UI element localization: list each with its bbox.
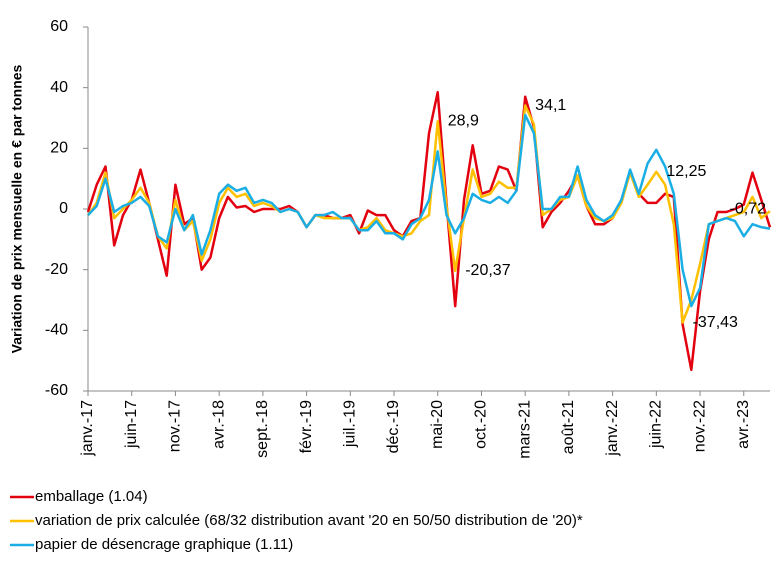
value-label: 12,25 <box>666 163 706 180</box>
x-tick-label: sept.-18 <box>254 400 271 458</box>
x-tick-label: mai-20 <box>429 400 446 449</box>
y-axis-label: Variation de prix mensuelle en € par ton… <box>9 64 25 353</box>
x-tick-label: déc.-19 <box>385 400 402 453</box>
legend-label: variation de prix calculée (68/32 distri… <box>35 512 583 529</box>
value-label: 28,9 <box>448 113 479 130</box>
x-tick-label: oct.-20 <box>473 400 490 449</box>
y-tick-label: -60 <box>45 382 68 399</box>
x-tick-label: mars-21 <box>516 400 533 459</box>
legend-label: emballage (1.04) <box>35 488 148 505</box>
x-tick-label: juin-22 <box>648 400 665 449</box>
x-tick-label: févr.-19 <box>298 400 315 453</box>
y-tick-label: 20 <box>50 140 68 157</box>
y-tick-label: 40 <box>50 79 68 96</box>
x-tick-label: juin-17 <box>123 400 140 449</box>
value-label: 34,1 <box>535 97 566 114</box>
value-label: -20,37 <box>465 262 510 279</box>
value-label: -0,72 <box>730 200 767 217</box>
y-tick-label: -40 <box>45 322 68 339</box>
x-tick-label: janv.-22 <box>604 400 621 457</box>
series-line <box>87 113 771 308</box>
y-tick-label: -20 <box>45 261 68 278</box>
x-tick-label: nov.-22 <box>691 400 708 452</box>
value-label: -37,43 <box>693 314 738 331</box>
x-tick-label: août-21 <box>560 400 577 454</box>
y-tick-label: 60 <box>50 18 68 35</box>
x-tick-label: juil.-19 <box>342 400 359 448</box>
x-tick-label: avr.-18 <box>210 400 227 449</box>
y-tick-label: 0 <box>59 200 68 217</box>
x-tick-label: avr.-23 <box>735 400 752 449</box>
x-tick-label: janv.-17 <box>79 400 96 457</box>
series-line <box>86 90 772 372</box>
x-tick-label: nov.-17 <box>167 400 184 452</box>
series-line <box>86 104 771 324</box>
legend-label: papier de désencrage graphique (1.11) <box>35 536 293 553</box>
